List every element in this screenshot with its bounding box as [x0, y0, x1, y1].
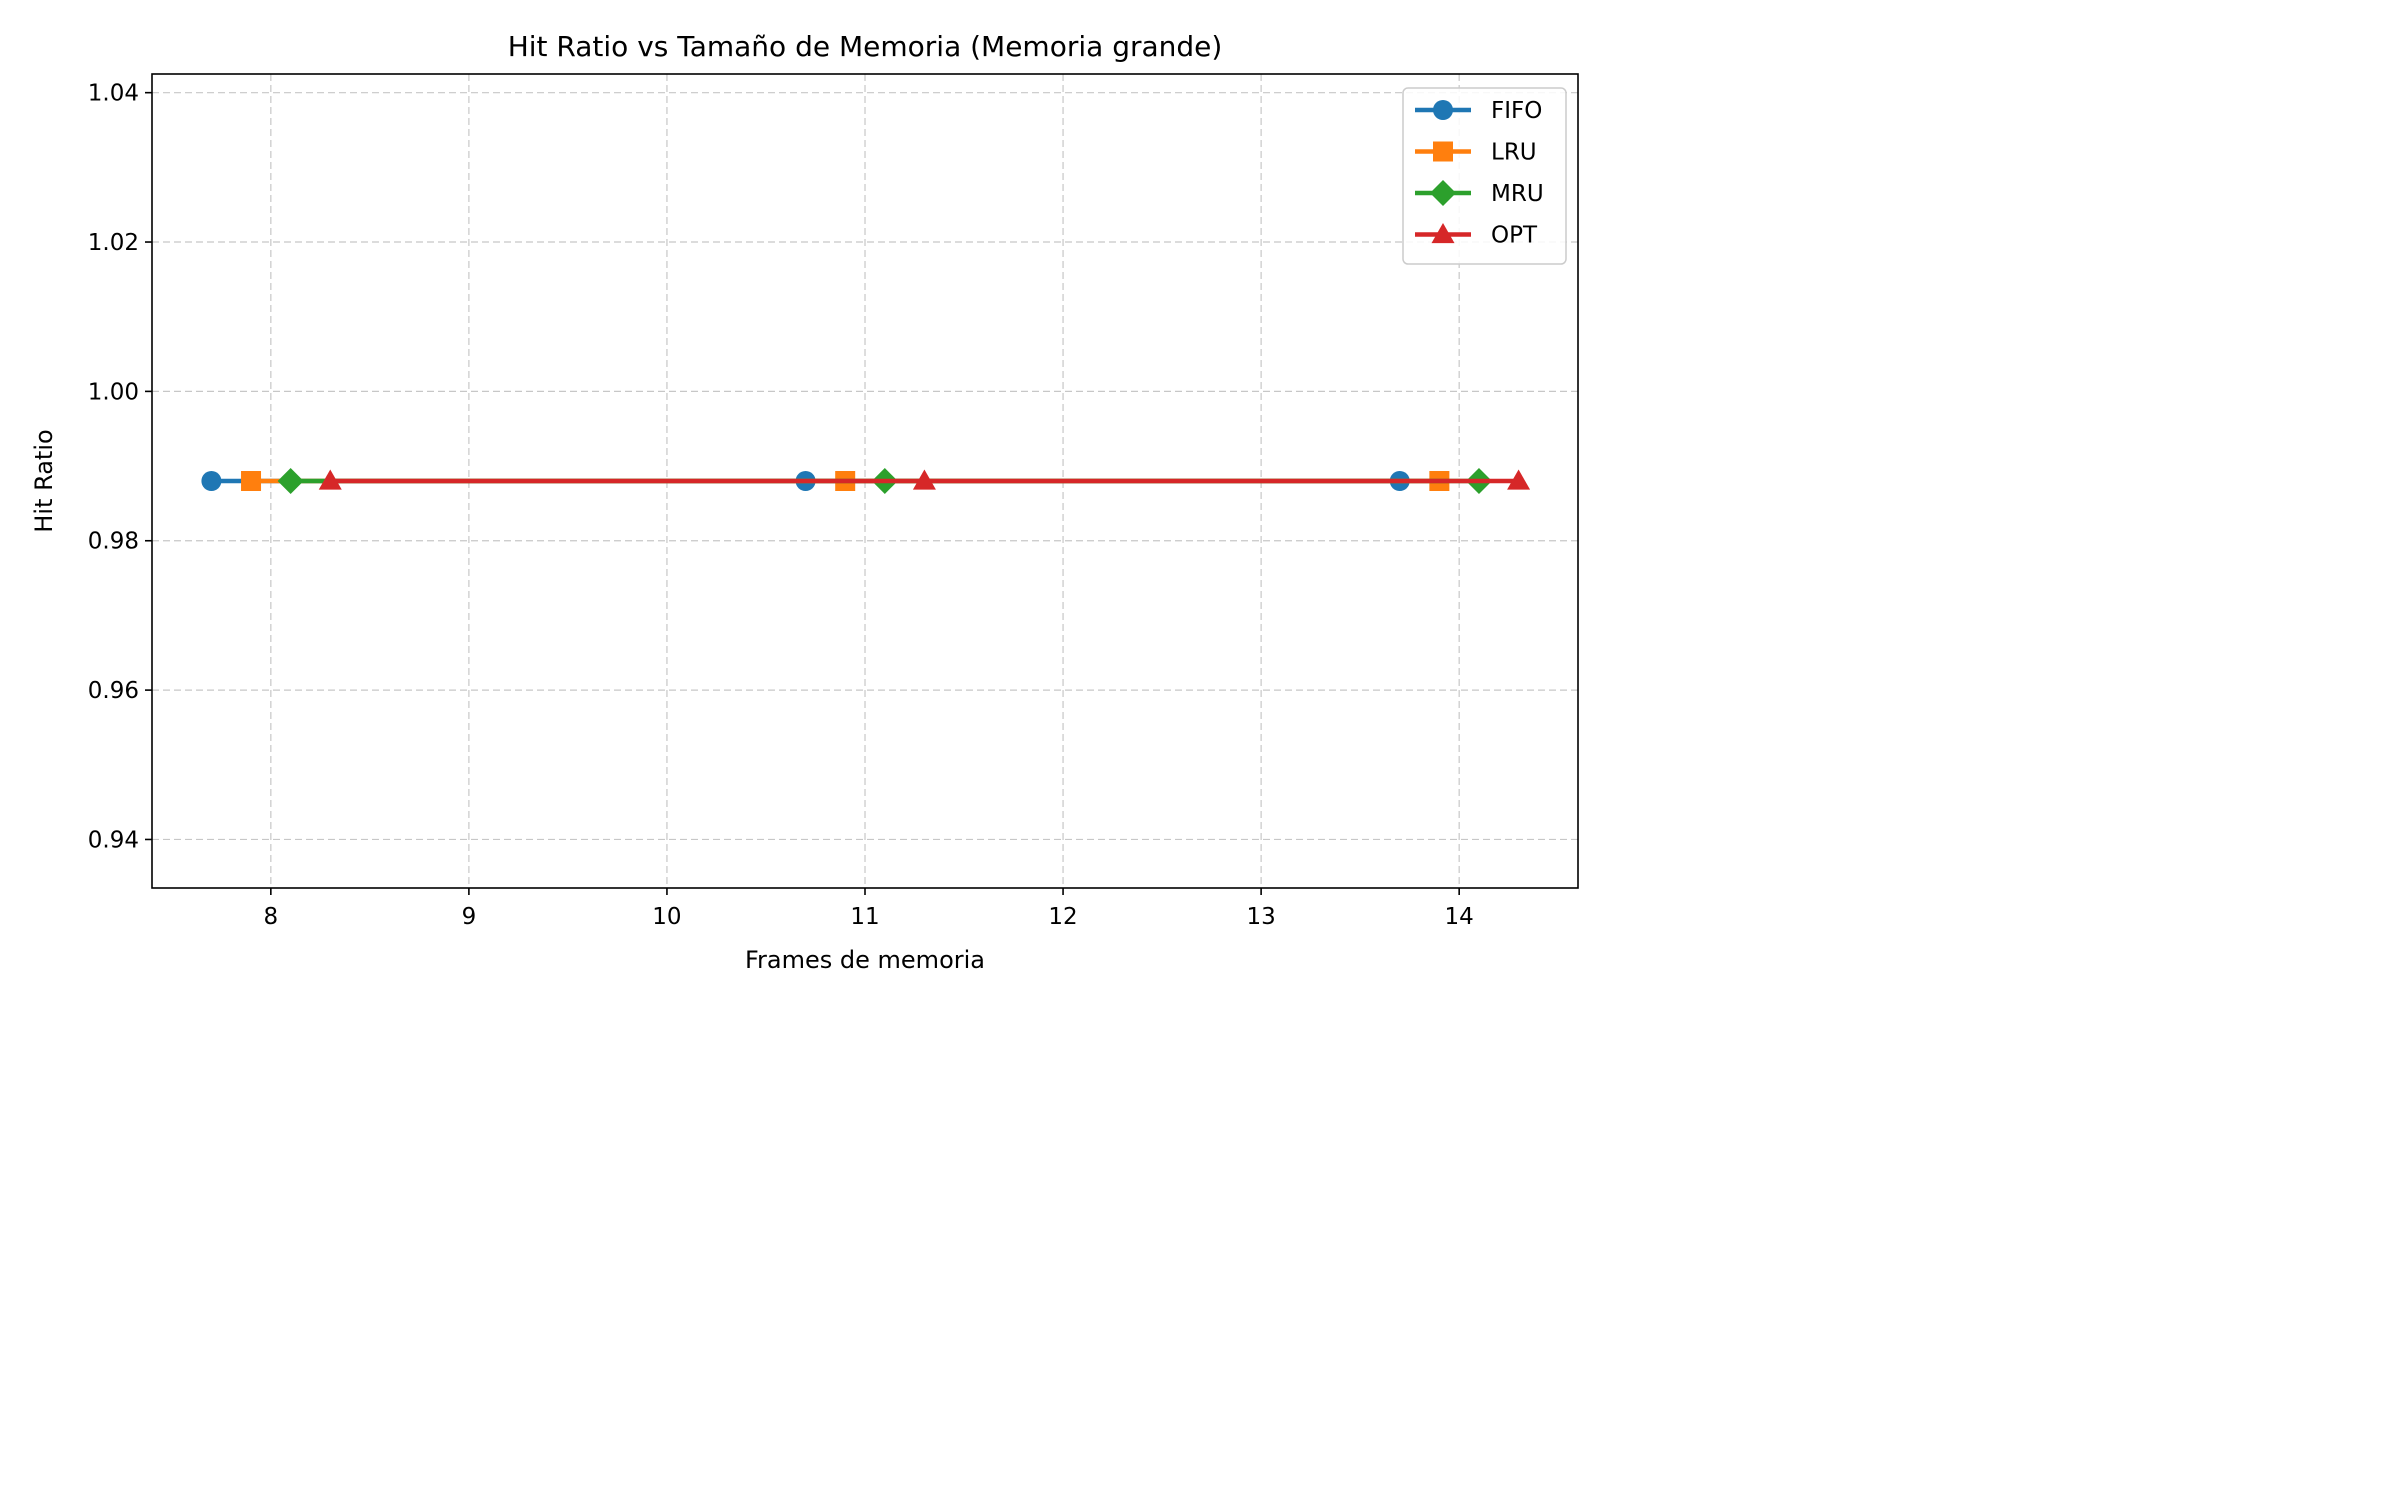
legend-entry-mru: MRU: [1415, 180, 1544, 207]
y-axis-label: Hit Ratio: [30, 429, 58, 532]
x-tick-label: 13: [1246, 904, 1275, 930]
legend: FIFO LRU MRU OPT: [1402, 87, 1567, 265]
legend-square-icon: [1433, 141, 1453, 162]
x-tick-label: 11: [850, 904, 879, 930]
opt-point: [318, 469, 342, 490]
x-tick-label: 9: [462, 904, 477, 930]
series-layer: [201, 468, 1531, 494]
line-chart: 8 9 10 11 12 13 14 0.94 0.96 0.98 1.00 1.02 1.04 Hit…: [0, 0, 1600, 1000]
chart-container: 8 9 10 11 12 13 14 0.94 0.96 0.98 1.00 1.02 1.04 Hit…: [0, 0, 1600, 1000]
legend-circle-icon: [1433, 100, 1453, 120]
mru-point: [277, 468, 304, 494]
x-tick-label: 12: [1048, 904, 1077, 930]
legend-triangle-icon: [1431, 223, 1455, 244]
y-tick-label: 0.98: [88, 529, 139, 555]
lru-point: [241, 471, 262, 491]
legend-entry-lru: LRU: [1415, 140, 1537, 166]
chart-background: [0, 0, 1600, 1000]
y-tick-label: 1.02: [88, 230, 139, 256]
legend-box: [1402, 87, 1567, 265]
legend-label: LRU: [1491, 140, 1537, 166]
fifo-point: [201, 471, 222, 491]
legend-diamond-icon: [1430, 180, 1456, 206]
legend-entry-fifo: FIFO: [1415, 98, 1542, 124]
x-tick-label: 14: [1445, 904, 1474, 930]
y-tick-label: 0.94: [88, 827, 139, 853]
x-tick-label: 10: [652, 904, 681, 930]
x-axis-label: Frames de memoria: [745, 946, 985, 974]
opt-point: [912, 469, 936, 490]
y-tick-label: 1.04: [88, 81, 139, 107]
y-tick-label: 0.96: [88, 678, 139, 704]
y-tick-label: 1.00: [88, 379, 139, 405]
chart-title: Hit Ratio vs Tamaño de Memoria (Memoria …: [508, 30, 1223, 63]
opt-point: [1507, 469, 1531, 490]
x-tick-label: 8: [264, 904, 279, 930]
series-opt: [318, 469, 1531, 490]
legend-label: MRU: [1491, 181, 1544, 207]
ticks: 8 9 10 11 12 13 14 0.94 0.96 0.98 1.00 1.02 1.04: [88, 81, 1474, 930]
legend-label: FIFO: [1491, 98, 1542, 124]
legend-entry-opt: OPT: [1415, 223, 1538, 249]
legend-label: OPT: [1491, 223, 1538, 249]
